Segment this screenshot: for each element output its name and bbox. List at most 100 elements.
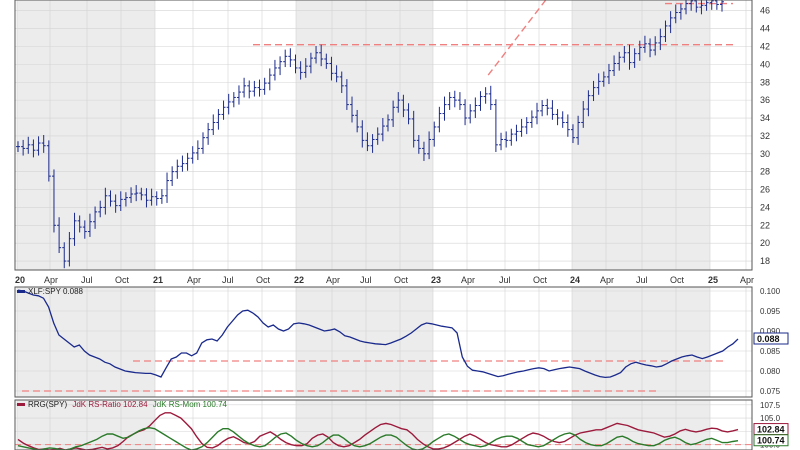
price-ohlc-bar — [545, 98, 550, 116]
x-tick-year-label: 25 — [708, 275, 718, 285]
price-trend-line — [487, 0, 547, 76]
price-ohlc-bar — [129, 187, 134, 203]
price-ohlc-bar — [82, 220, 87, 239]
price-ohlc-bar — [385, 114, 390, 132]
year-shade-band — [572, 0, 710, 270]
ratio-y-tick-label: 0.095 — [760, 307, 781, 316]
price-ohlc-bar — [391, 100, 396, 127]
price-ohlc-bar — [319, 44, 324, 67]
price-ohlc-bar — [216, 109, 221, 130]
price-ohlc-bar — [139, 187, 144, 201]
price-ohlc-bar — [478, 91, 483, 111]
price-ohlc-bar — [406, 103, 411, 125]
price-ohlc-bar — [468, 104, 473, 124]
year-shade-band — [17, 400, 155, 450]
price-ohlc-bar — [57, 217, 62, 254]
price-ohlc-bar — [324, 53, 329, 69]
price-ohlc-bar — [678, 3, 683, 20]
price-ohlc-bar — [396, 92, 401, 113]
price-ohlc-bar — [365, 132, 370, 152]
svg-text:102.84: 102.84 — [757, 425, 785, 435]
ratio-y-tick-label: 0.090 — [760, 327, 781, 336]
price-ohlc-bar — [411, 110, 416, 148]
price-ohlc-bar — [103, 187, 108, 215]
price-ohlc-bar — [257, 79, 262, 97]
x-tick-month-label: Oct — [115, 275, 130, 285]
svg-text:100.74: 100.74 — [757, 436, 785, 446]
price-ohlc-bar — [535, 102, 540, 125]
panel-frame — [14, 399, 753, 450]
price-ohlc-bar — [231, 92, 236, 108]
price-ohlc-bar — [190, 146, 195, 164]
rrg-y-tick-label: 107.5 — [760, 401, 781, 410]
price-ohlc-bar — [98, 200, 103, 218]
price-ohlc-bar — [175, 159, 180, 179]
price-ohlc-bar — [642, 35, 647, 53]
price-ohlc-bar — [344, 79, 349, 110]
price-ohlc-bar — [149, 188, 154, 206]
price-ohlc-bar — [421, 141, 426, 161]
year-shade-band — [572, 400, 710, 450]
price-ohlc-bar — [154, 191, 159, 206]
price-ohlc-bar — [298, 61, 303, 80]
price-y-tick-label: 42 — [760, 41, 770, 51]
price-ohlc-bar — [350, 96, 355, 123]
year-shade-band — [296, 0, 433, 270]
price-ohlc-bar — [283, 49, 288, 68]
x-tick-month-label: Apr — [740, 275, 754, 285]
price-ohlc-bar — [21, 139, 26, 156]
panel-frame — [14, 286, 753, 398]
price-ohlc-bar — [488, 85, 493, 110]
price-ohlc-bar — [694, 0, 699, 13]
price-ohlc-bar — [704, 0, 709, 11]
price-ohlc-bar — [221, 100, 226, 120]
price-ohlc-bar — [36, 136, 41, 156]
price-ohlc-bar — [242, 77, 247, 98]
price-y-tick-label: 30 — [760, 149, 770, 159]
price-ohlc-bar — [529, 110, 534, 128]
price-ohlc-bar — [581, 101, 586, 128]
price-ohlc-bar — [699, 0, 704, 15]
price-ohlc-bar — [134, 185, 139, 202]
price-ohlc-bar — [457, 92, 462, 110]
price-ohlc-bar — [689, 0, 694, 11]
price-ohlc-bar — [555, 109, 560, 126]
price-ohlc-bar — [627, 44, 632, 70]
price-ohlc-bar — [499, 132, 504, 151]
price-ohlc-bar — [247, 80, 252, 99]
price-ohlc-bar — [586, 90, 591, 117]
price-ohlc-bar — [87, 213, 92, 237]
year-shade-band — [17, 287, 155, 397]
price-ohlc-bar — [493, 99, 498, 152]
price-ohlc-bar — [684, 0, 689, 15]
year-shade-band — [572, 287, 710, 397]
price-ohlc-bar — [26, 136, 31, 154]
price-ohlc-bar — [617, 51, 622, 71]
price-y-tick-label: 40 — [760, 59, 770, 69]
price-ohlc-bar — [159, 189, 164, 204]
price-ohlc-bar — [550, 100, 555, 120]
price-ohlc-bar — [370, 134, 375, 153]
price-ohlc-bar — [720, 0, 724, 12]
price-ohlc-bar — [334, 65, 339, 83]
price-ohlc-bar — [540, 100, 545, 117]
price-ohlc-bar — [46, 140, 51, 182]
price-ohlc-bar — [653, 36, 658, 56]
price-ohlc-bar — [31, 139, 36, 158]
x-tick-year-label: 23 — [431, 275, 441, 285]
price-ohlc-bar — [303, 58, 308, 78]
price-y-tick-label: 24 — [760, 202, 770, 212]
price-y-tick-label: 20 — [760, 238, 770, 248]
x-tick-month-label: Jul — [636, 275, 648, 285]
price-ohlc-bar — [360, 120, 365, 148]
x-tick-year-label: 20 — [15, 275, 25, 285]
price-ohlc-bar — [236, 85, 241, 105]
svg-text:0.088: 0.088 — [757, 334, 780, 344]
price-ohlc-bar — [252, 80, 257, 97]
ratio-panel-legend: XLF:SPY 0.088 — [17, 287, 84, 296]
rs-mom-series-line — [17, 426, 739, 450]
price-ohlc-bar — [473, 97, 478, 119]
price-ohlc-bar — [51, 169, 56, 233]
x-tick-month-label: Oct — [670, 275, 685, 285]
price-ohlc-bar — [416, 135, 421, 154]
